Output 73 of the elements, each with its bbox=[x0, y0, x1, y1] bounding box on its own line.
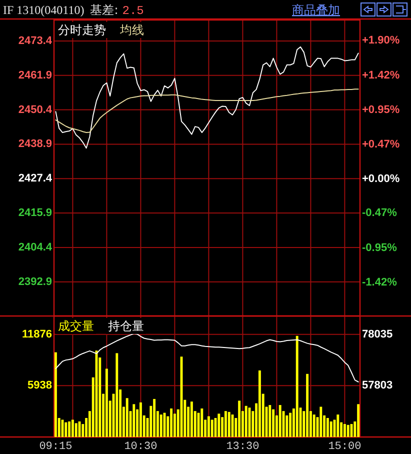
text: 商品叠加 bbox=[292, 3, 340, 17]
y-tick-label: 2438.9 bbox=[18, 138, 52, 150]
bar bbox=[296, 336, 298, 437]
y-tick-label: 2415.9 bbox=[18, 207, 52, 220]
bar bbox=[312, 414, 316, 437]
x-tick-label: 15:00 bbox=[328, 441, 362, 453]
bar bbox=[244, 406, 248, 437]
bar bbox=[207, 416, 210, 437]
y2-tick-label: +1.90% bbox=[362, 34, 400, 47]
bar bbox=[258, 370, 261, 437]
bar bbox=[272, 409, 275, 437]
bar bbox=[74, 423, 78, 437]
line-series bbox=[55, 333, 359, 382]
y-tick-label: 2473.4 bbox=[18, 34, 53, 47]
line-series bbox=[55, 46, 359, 149]
text: 分时走势 bbox=[58, 23, 106, 37]
bar bbox=[357, 404, 360, 437]
bar bbox=[71, 420, 74, 437]
bar bbox=[343, 424, 346, 437]
bar bbox=[105, 368, 108, 437]
bar bbox=[238, 400, 241, 437]
bar bbox=[336, 414, 340, 437]
bar bbox=[326, 418, 329, 437]
y-tick-label: 2404.4 bbox=[18, 241, 53, 254]
y2-tick-label: 78035 bbox=[362, 328, 393, 340]
series-label: 成交量 bbox=[58, 319, 94, 333]
x-tick-label: 09:15 bbox=[39, 441, 72, 453]
bar bbox=[346, 424, 350, 437]
bar bbox=[68, 421, 71, 437]
chart-title: IF 1310(040110) bbox=[3, 3, 84, 17]
y2-tick-label: +0.00% bbox=[362, 172, 400, 185]
bar bbox=[278, 405, 282, 437]
y-tick-label: 2427.4 bbox=[18, 172, 53, 185]
series-label: 持仓量 bbox=[108, 319, 144, 333]
text: 2.5 bbox=[122, 4, 144, 18]
y2-tick-label: +0.47% bbox=[362, 138, 400, 151]
x-tick-label: 13:30 bbox=[226, 441, 260, 453]
bar bbox=[210, 420, 214, 437]
bar bbox=[54, 352, 57, 437]
bar bbox=[126, 398, 128, 437]
bar bbox=[268, 405, 272, 437]
y2-tick-label: +0.95% bbox=[362, 104, 400, 116]
bar bbox=[320, 406, 322, 437]
y-tick-label: 11876 bbox=[22, 328, 52, 340]
y2-tick-label: +1.42% bbox=[362, 70, 400, 82]
bar bbox=[286, 415, 288, 437]
bar bbox=[64, 422, 68, 437]
y-tick-label: 2450.4 bbox=[18, 104, 53, 116]
bar bbox=[289, 412, 292, 437]
bar bbox=[132, 404, 136, 437]
y-tick-label: 5938 bbox=[28, 380, 52, 392]
y-tick-label: 2392.9 bbox=[18, 276, 52, 288]
bar bbox=[330, 421, 332, 437]
bar bbox=[200, 408, 204, 437]
y2-tick-label: -0.95% bbox=[362, 242, 398, 254]
line-series bbox=[55, 88, 359, 134]
bar bbox=[190, 402, 193, 437]
x-tick-label: 10:30 bbox=[124, 441, 158, 453]
text: 均线 bbox=[119, 23, 144, 37]
bar bbox=[218, 414, 220, 437]
bar bbox=[224, 411, 227, 437]
y2-tick-label: -0.47% bbox=[362, 207, 398, 220]
bar bbox=[160, 414, 162, 437]
bar bbox=[228, 412, 230, 437]
y2-tick-label: 57803 bbox=[362, 380, 393, 392]
bar bbox=[170, 408, 173, 437]
y2-tick-label: -1.42% bbox=[362, 276, 398, 288]
bar bbox=[306, 374, 309, 437]
bar bbox=[153, 398, 156, 437]
bar bbox=[116, 353, 118, 437]
bar bbox=[139, 402, 142, 437]
y-tick-label: 2461.9 bbox=[18, 69, 52, 82]
text: 基差: bbox=[90, 3, 118, 17]
